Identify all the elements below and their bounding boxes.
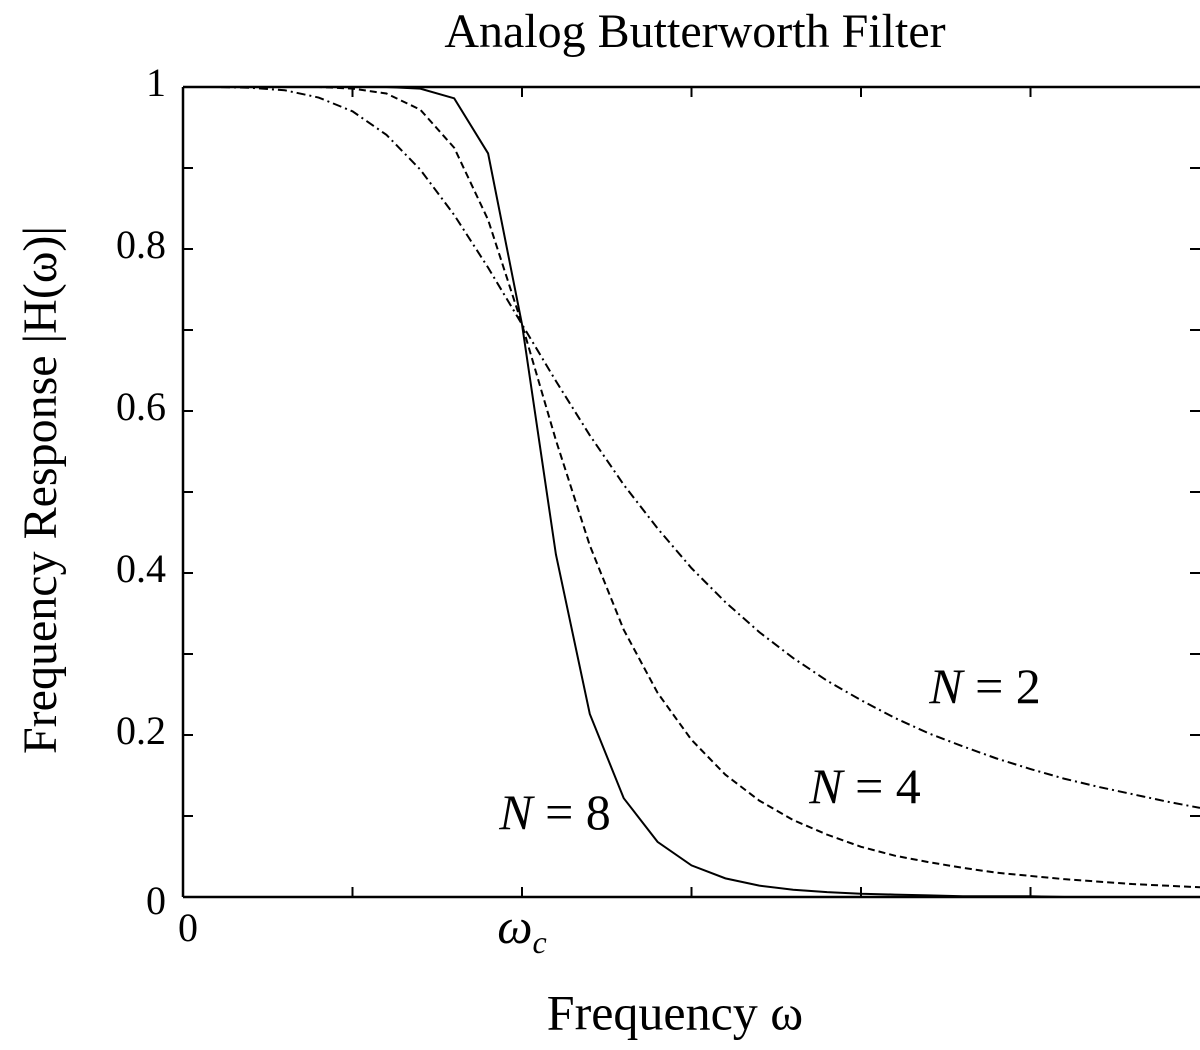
series-line: [183, 86, 1200, 898]
y-tick-label: 0: [146, 878, 166, 923]
x-axis-label: Frequency ω: [547, 984, 803, 1040]
y-axis-label: Frequency Response |H(ω)|: [14, 226, 67, 754]
series-line: [183, 86, 1200, 889]
chart-title: Analog Butterworth Filter: [444, 5, 945, 58]
x-tick-label: ωc: [497, 898, 547, 960]
series-label: N = 4: [808, 758, 921, 814]
y-tick-label: 0.4: [116, 546, 166, 591]
series-label: N = 2: [928, 658, 1041, 714]
y-tick-label: 1: [146, 60, 166, 105]
y-tick-label: 0.2: [116, 708, 166, 753]
series-line: [183, 86, 1200, 809]
series-label: N = 8: [498, 784, 611, 840]
y-tick-label: 0.6: [116, 384, 166, 429]
y-tick-label: 0.8: [116, 222, 166, 267]
x-tick-label: 0: [178, 905, 198, 950]
